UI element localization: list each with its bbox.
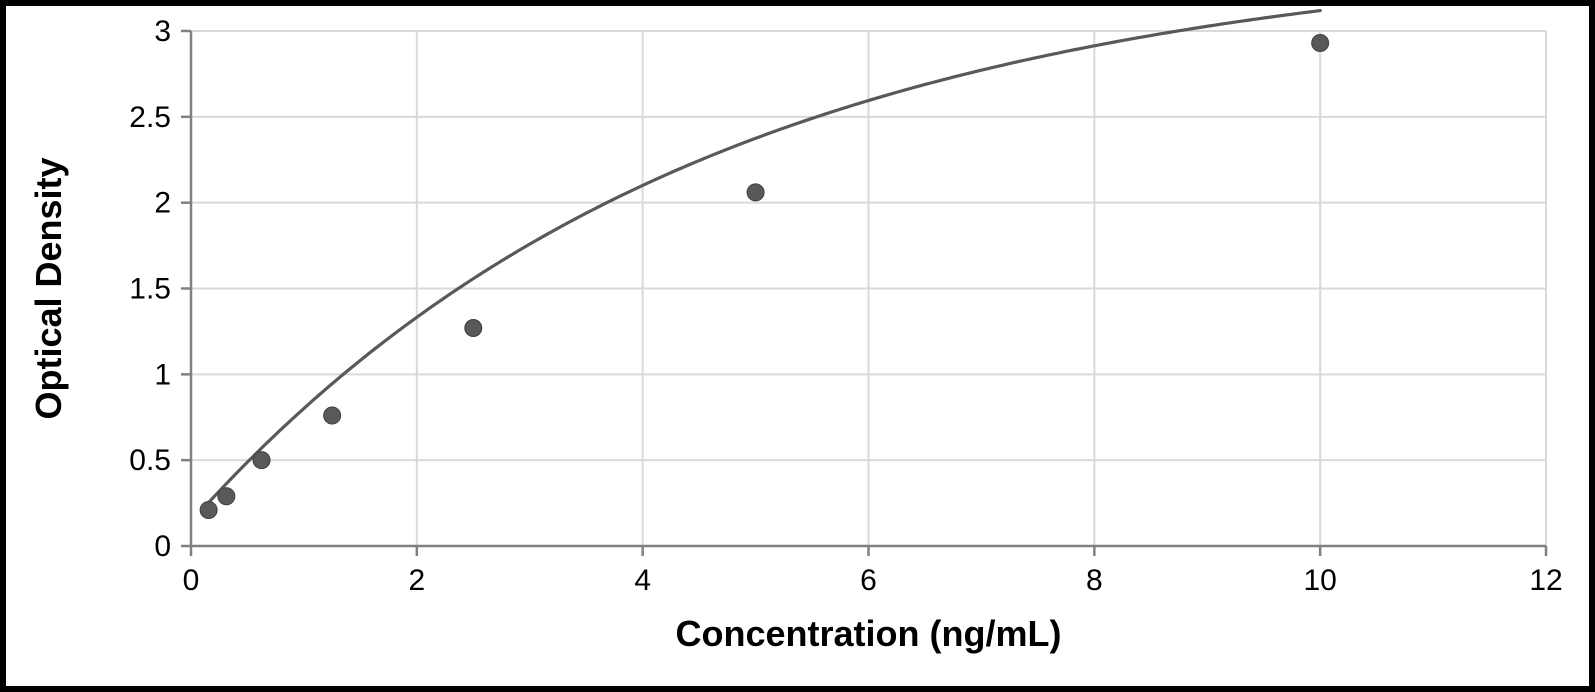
chart-svg: 0 2 4 6 8 10 12 0 0.5 1 1.5 2 2.5 3 Concentration (ng/… (6, 6, 1589, 686)
y-tick-label: 0 (154, 530, 171, 563)
data-point (1312, 35, 1329, 52)
x-tick-label: 4 (634, 564, 651, 597)
y-tick-label: 2.5 (129, 101, 171, 134)
y-tick-label: 1.5 (129, 273, 171, 306)
data-point (324, 407, 341, 424)
x-tick-label: 10 (1303, 564, 1336, 597)
x-tick-label: 12 (1529, 564, 1562, 597)
chart-frame: 0 2 4 6 8 10 12 0 0.5 1 1.5 2 2.5 3 Concentration (ng/… (0, 0, 1595, 692)
x-tick-label: 0 (183, 564, 200, 597)
y-tick-label: 3 (154, 15, 171, 48)
y-tick-label: 0.5 (129, 444, 171, 477)
data-point (253, 452, 270, 469)
y-axis-label: Optical Density (28, 157, 69, 419)
data-point (218, 488, 235, 505)
x-tick-label: 8 (1086, 564, 1103, 597)
x-tick-label: 6 (860, 564, 877, 597)
x-axis-label: Concentration (ng/mL) (676, 613, 1062, 654)
data-point (200, 501, 217, 518)
y-tick-label: 1 (154, 358, 171, 391)
data-point (465, 319, 482, 336)
data-point (747, 184, 764, 201)
y-tick-label: 2 (154, 187, 171, 220)
x-tick-label: 2 (408, 564, 425, 597)
